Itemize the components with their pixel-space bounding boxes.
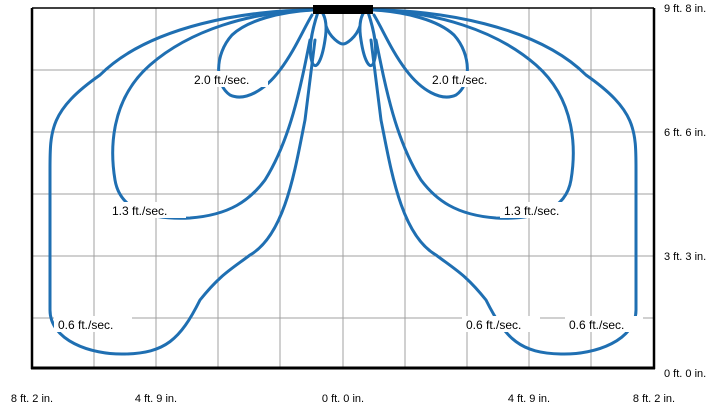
y-tick-label: 6 ft. 6 in. [664,127,706,139]
contour-1-3-left [111,8,314,220]
label-0-6-right-outer: 0.6 ft./sec. [569,318,624,332]
label-1-3-right: 1.3 ft./sec. [504,204,559,218]
contour-1-3-right [372,8,575,220]
contour-core-left [308,10,328,68]
x-tick-label: 4 ft. 9 in. [135,393,177,405]
label-1-3-left: 1.3 ft./sec. [112,204,167,218]
x-tick-label: 0 ft. 0 in. [322,393,364,405]
y-tick-label: 9 ft. 8 in. [664,3,706,15]
contour-core-right [358,10,378,68]
contour-2-0-left [217,8,314,99]
label-2-0-right: 2.0 ft./sec. [432,73,487,87]
y-tick-label: 0 ft. 0 in. [664,368,706,380]
contour-0-6-outer [48,8,317,356]
label-0-6-right-inner: 0.6 ft./sec. [466,318,521,332]
x-tick-label: 4 ft. 9 in. [508,393,550,405]
diffuser-icon [313,5,373,14]
x-tick-label: 8 ft. 2 in. [633,393,675,405]
contour-0-6-outer-right [369,8,638,356]
x-tick-label: 8 ft. 2 in. [11,393,53,405]
y-tick-label: 3 ft. 3 in. [664,251,706,263]
y-axis-ticks: 9 ft. 8 in. 6 ft. 6 in. 3 ft. 3 in. 0 ft… [664,3,706,380]
label-2-0-left: 2.0 ft./sec. [194,73,249,87]
x-axis-ticks: 8 ft. 2 in. 4 ft. 9 in. 0 ft. 0 in. 4 ft… [11,393,675,405]
grid-lines [32,8,654,368]
label-0-6-left: 0.6 ft./sec. [58,318,113,332]
contour-2-0-right [372,8,469,99]
contour-core-center [324,24,362,46]
velocity-labels: 2.0 ft./sec. 2.0 ft./sec. 1.3 ft./sec. 1… [54,71,643,332]
